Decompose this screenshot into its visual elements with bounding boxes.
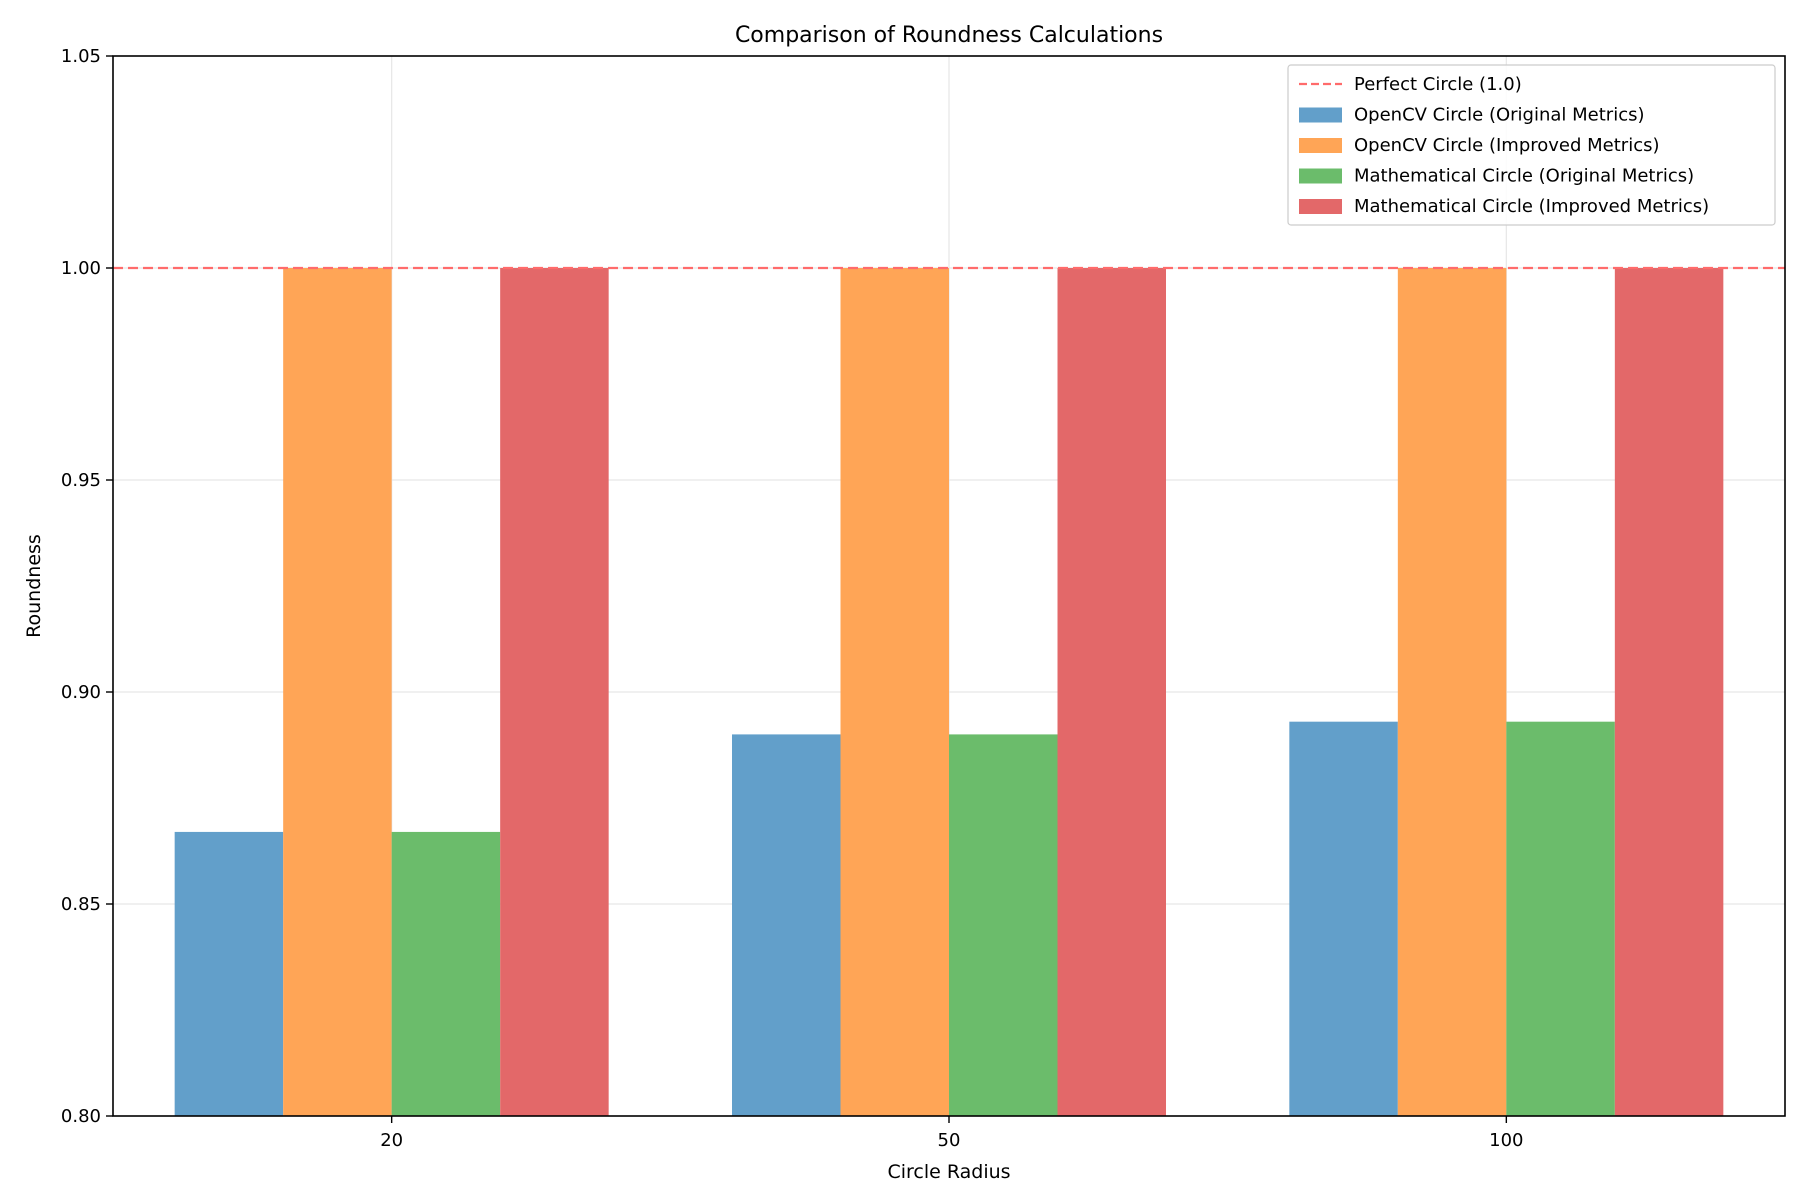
bar-series-1-cat-20 — [174, 831, 284, 1116]
x-tick-label: 100 — [1489, 1130, 1523, 1151]
bar-series-3-cat-50 — [949, 734, 1058, 1116]
bar-series-4-cat-100 — [1614, 268, 1724, 1116]
legend-swatch-series-1 — [1299, 107, 1342, 123]
legend-label: Perfect Circle (1.0) — [1354, 74, 1522, 95]
chart-title: Comparison of Roundness Calculations — [735, 23, 1163, 48]
bar-series-4-cat-50 — [1057, 268, 1166, 1116]
legend-label: Mathematical Circle (Original Metrics) — [1354, 166, 1694, 187]
bar-series-1-cat-100 — [1289, 721, 1398, 1116]
legend-label: Mathematical Circle (Improved Metrics) — [1354, 196, 1709, 217]
legend: Perfect Circle (1.0) OpenCV Circle (Origi… — [1287, 64, 1776, 226]
legend-swatch-series-3 — [1299, 168, 1342, 184]
y-tick-label: 0.80 — [61, 1106, 101, 1127]
y-tick-label: 0.90 — [61, 682, 101, 703]
bar-series-1-cat-50 — [732, 734, 841, 1116]
legend-box — [1287, 64, 1776, 226]
legend-swatch-series-4 — [1299, 199, 1342, 214]
legend-label: OpenCV Circle (Original Metrics) — [1354, 105, 1645, 126]
y-tick-label: 1.05 — [61, 46, 101, 67]
y-axis-ticks: 0.80 0.85 0.90 0.95 1.00 1.05 — [61, 46, 113, 1127]
bar-series-2-cat-50 — [840, 268, 949, 1116]
x-tick-label: 50 — [938, 1130, 961, 1151]
x-axis-ticks: 20 50 100 — [380, 1116, 1524, 1151]
bar-series-2-cat-100 — [1397, 268, 1507, 1116]
legend-label: OpenCV Circle (Improved Metrics) — [1354, 135, 1660, 156]
legend-swatch-series-2 — [1299, 138, 1342, 153]
bar-series-3-cat-100 — [1506, 721, 1615, 1116]
y-tick-label: 0.95 — [61, 470, 101, 491]
bars — [174, 268, 1724, 1116]
bar-series-2-cat-20 — [283, 268, 392, 1116]
y-axis-title: Roundness — [23, 534, 45, 638]
bar-series-3-cat-20 — [391, 831, 501, 1116]
x-tick-label: 20 — [380, 1130, 403, 1151]
y-tick-label: 0.85 — [61, 894, 101, 915]
bar-series-4-cat-20 — [500, 268, 609, 1116]
x-axis-title: Circle Radius — [887, 1161, 1010, 1183]
y-tick-label: 1.00 — [61, 258, 101, 279]
